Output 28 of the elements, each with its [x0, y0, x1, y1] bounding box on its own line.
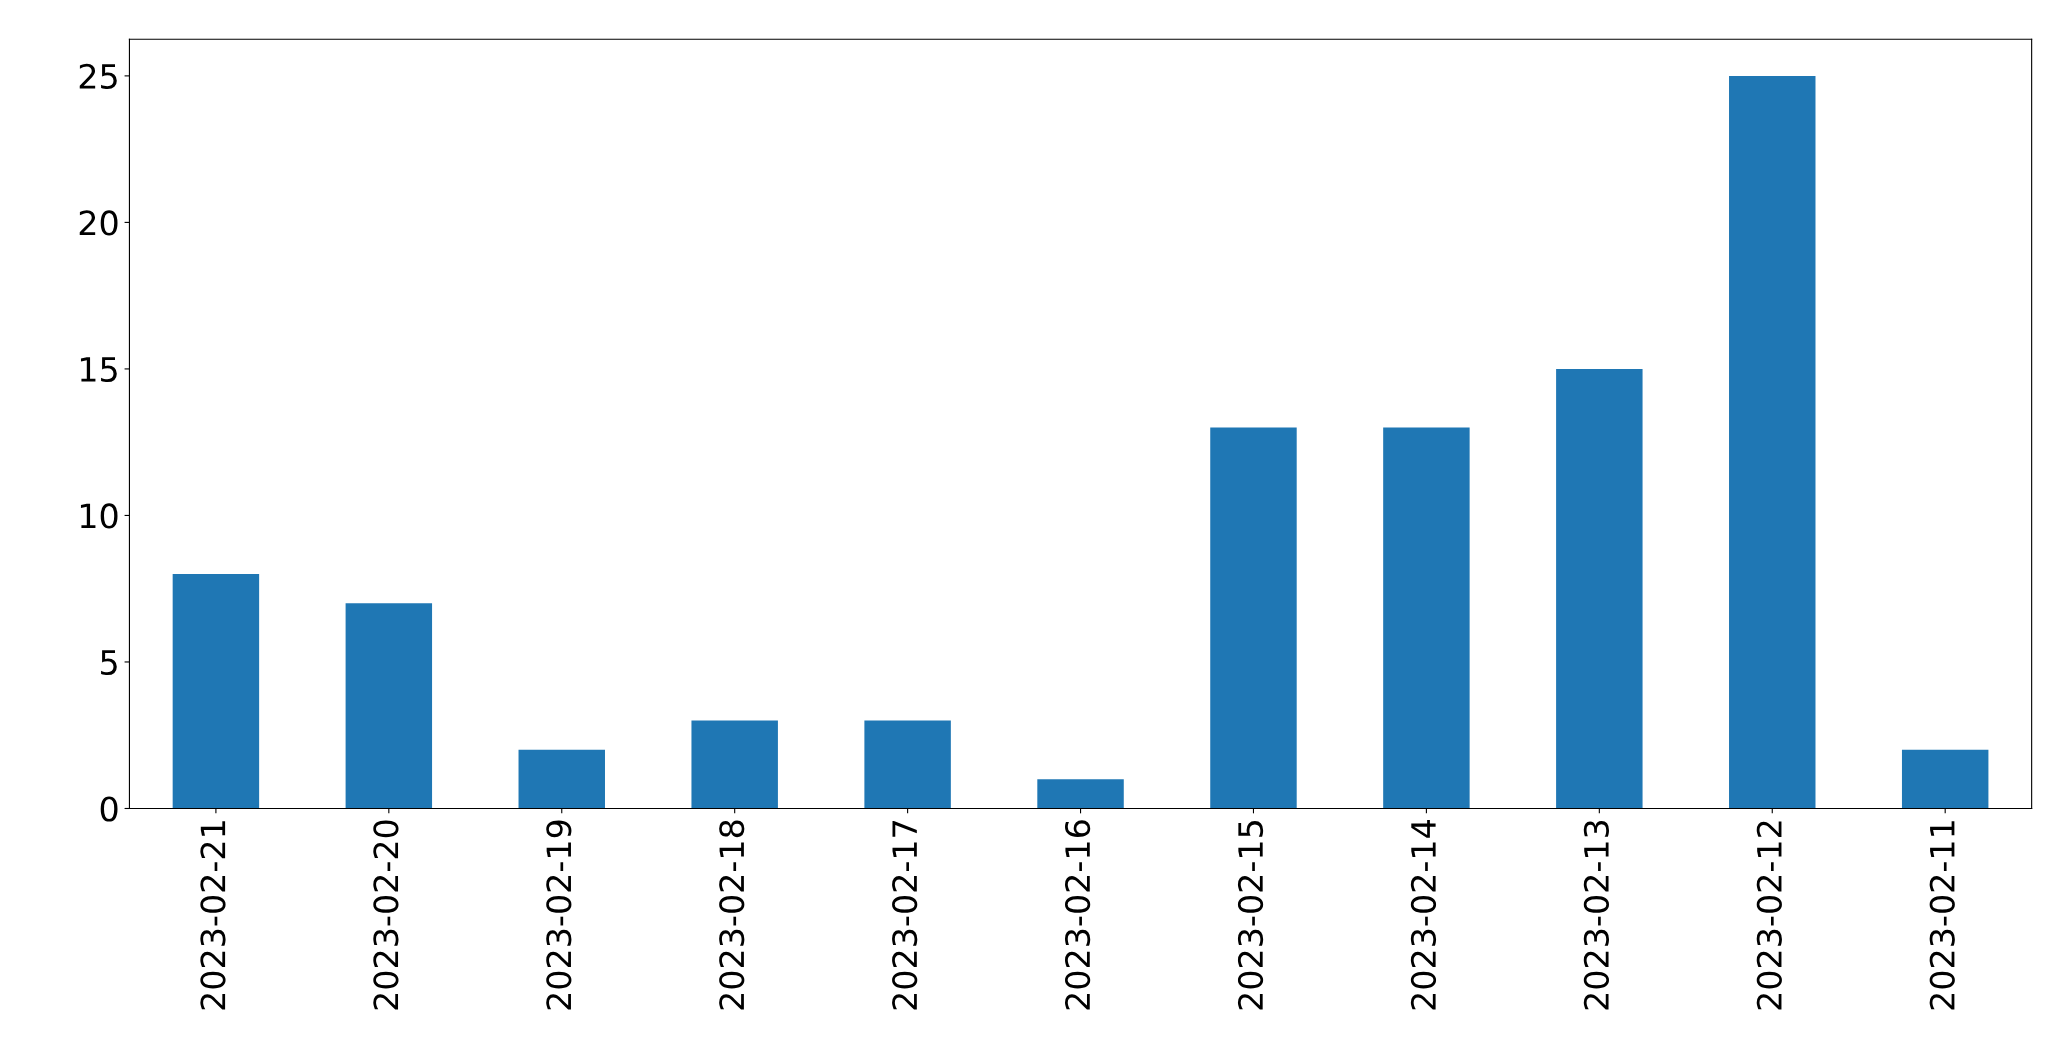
y-tick-label: 10: [80, 503, 118, 529]
y-tick-label: 25: [79, 63, 117, 90]
x-tick-label: 2023-02-19: [546, 820, 572, 1010]
y-tick-label: 0: [100, 796, 118, 822]
x-tick-label: 2023-02-15: [1237, 821, 1264, 1010]
bar: [1556, 368, 1643, 809]
x-tick-label: 2023-02-14: [1410, 820, 1437, 1010]
y-tick-label: 15: [80, 357, 117, 383]
x-tick-label: 2023-02-13: [1583, 820, 1609, 1010]
bar: [1729, 75, 1816, 809]
bar: [1383, 427, 1470, 809]
x-tick-label: 2023-02-18: [719, 820, 745, 1010]
bar: [1901, 749, 1989, 809]
bar: [345, 603, 433, 809]
bar: [1037, 779, 1124, 809]
bar: [172, 574, 260, 809]
x-tick-label: 2023-02-20: [373, 820, 399, 1010]
x-tick-label: 2023-02-12: [1756, 821, 1782, 1010]
y-tick-label: 20: [79, 210, 118, 236]
bar: [518, 749, 605, 809]
y-tick-label: 5: [101, 650, 117, 676]
bar: [691, 720, 778, 809]
x-tick-label: 2023-02-16: [1065, 820, 1091, 1010]
bar: [864, 720, 951, 809]
x-tick-label: 2023-02-21: [200, 821, 226, 1010]
bar: [1210, 427, 1297, 809]
x-tick-label: 2023-02-17: [892, 821, 918, 1010]
x-tick-label: 2023-02-11: [1929, 821, 1955, 1010]
